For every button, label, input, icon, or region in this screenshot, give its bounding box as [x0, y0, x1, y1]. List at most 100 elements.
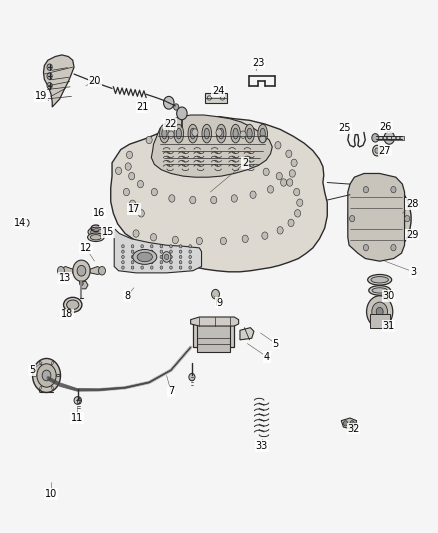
Text: 15: 15 — [102, 227, 114, 237]
Ellipse shape — [231, 124, 240, 143]
Circle shape — [179, 250, 182, 253]
Circle shape — [276, 172, 283, 180]
Circle shape — [160, 261, 162, 264]
Circle shape — [196, 237, 202, 245]
Circle shape — [168, 131, 174, 139]
Circle shape — [99, 266, 106, 275]
Circle shape — [367, 296, 393, 328]
Circle shape — [141, 261, 144, 264]
Ellipse shape — [371, 277, 389, 283]
Circle shape — [73, 260, 90, 281]
Circle shape — [170, 261, 172, 264]
Ellipse shape — [372, 288, 387, 293]
Text: 2: 2 — [242, 158, 248, 168]
Circle shape — [260, 135, 266, 143]
Ellipse shape — [88, 233, 104, 241]
Text: 27: 27 — [379, 146, 391, 156]
Polygon shape — [43, 55, 74, 107]
Circle shape — [160, 266, 162, 269]
Text: 11: 11 — [71, 413, 83, 423]
Polygon shape — [240, 328, 254, 340]
Circle shape — [131, 250, 134, 253]
Circle shape — [173, 104, 179, 110]
Text: 19: 19 — [35, 91, 47, 101]
Circle shape — [160, 255, 162, 259]
Circle shape — [231, 195, 237, 202]
Text: 23: 23 — [252, 59, 265, 68]
Circle shape — [122, 261, 124, 264]
Circle shape — [170, 266, 172, 269]
Circle shape — [170, 245, 172, 248]
Bar — [392, 136, 395, 140]
Polygon shape — [151, 115, 272, 177]
Text: 20: 20 — [88, 77, 101, 86]
Circle shape — [164, 254, 169, 260]
Ellipse shape — [204, 128, 209, 139]
Text: 9: 9 — [216, 297, 222, 308]
Bar — [400, 136, 404, 140]
Ellipse shape — [137, 252, 152, 262]
Text: 13: 13 — [59, 273, 71, 283]
Circle shape — [150, 261, 153, 264]
Circle shape — [172, 236, 178, 244]
Ellipse shape — [188, 124, 198, 143]
Bar — [378, 136, 382, 140]
Polygon shape — [191, 317, 239, 326]
Text: 3: 3 — [410, 267, 417, 277]
Circle shape — [250, 191, 256, 198]
Circle shape — [75, 397, 81, 404]
Ellipse shape — [162, 128, 167, 139]
Circle shape — [47, 73, 52, 79]
Circle shape — [287, 179, 293, 186]
Circle shape — [116, 167, 122, 174]
Circle shape — [343, 421, 348, 426]
Polygon shape — [111, 117, 327, 272]
Text: 21: 21 — [136, 102, 149, 112]
Ellipse shape — [176, 128, 181, 139]
Ellipse shape — [133, 249, 157, 264]
Ellipse shape — [159, 124, 169, 143]
Circle shape — [268, 185, 274, 193]
Ellipse shape — [216, 124, 226, 143]
Circle shape — [124, 188, 130, 196]
Circle shape — [189, 261, 191, 264]
Polygon shape — [114, 229, 201, 273]
Circle shape — [141, 250, 144, 253]
Text: 5: 5 — [272, 338, 279, 349]
Circle shape — [169, 195, 175, 202]
Ellipse shape — [190, 128, 195, 139]
Circle shape — [189, 255, 191, 259]
Circle shape — [150, 250, 153, 253]
Circle shape — [189, 266, 191, 269]
Circle shape — [281, 179, 287, 186]
Circle shape — [275, 142, 281, 149]
Ellipse shape — [369, 286, 391, 295]
Circle shape — [131, 245, 134, 248]
Circle shape — [372, 134, 379, 142]
Text: 18: 18 — [61, 309, 73, 319]
Ellipse shape — [202, 124, 212, 143]
Ellipse shape — [90, 235, 101, 240]
Text: 5: 5 — [29, 365, 35, 375]
Circle shape — [131, 261, 134, 264]
Ellipse shape — [367, 274, 392, 285]
Ellipse shape — [247, 128, 252, 139]
Circle shape — [47, 83, 52, 89]
Circle shape — [151, 188, 157, 196]
Circle shape — [291, 159, 297, 166]
Circle shape — [294, 209, 300, 217]
Text: 33: 33 — [256, 441, 268, 451]
Circle shape — [286, 150, 292, 158]
Ellipse shape — [245, 124, 254, 143]
Circle shape — [375, 148, 379, 154]
Circle shape — [179, 266, 182, 269]
Circle shape — [57, 266, 64, 275]
Ellipse shape — [219, 128, 224, 139]
Polygon shape — [341, 418, 357, 429]
Circle shape — [363, 245, 368, 251]
Text: 31: 31 — [382, 321, 395, 331]
Circle shape — [348, 180, 411, 257]
Text: 10: 10 — [45, 489, 57, 499]
Circle shape — [363, 187, 368, 193]
Circle shape — [122, 245, 124, 248]
